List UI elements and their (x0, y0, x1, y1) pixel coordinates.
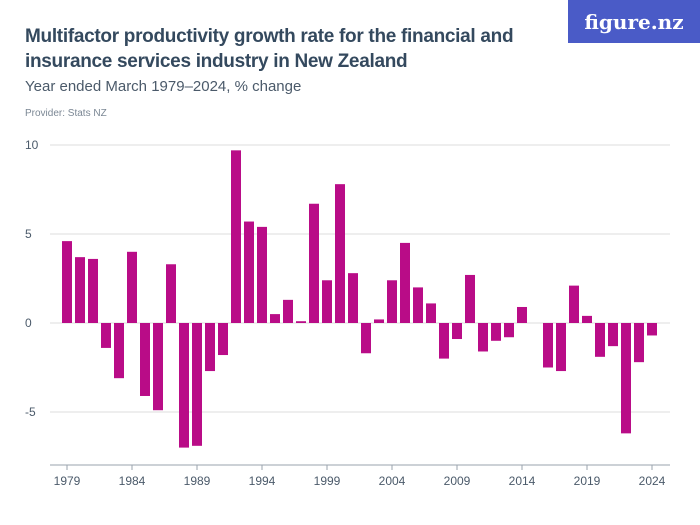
bar-1989 (192, 323, 202, 446)
bar-2020 (595, 323, 605, 357)
bar-2018 (569, 285, 579, 323)
bar-2019 (582, 315, 592, 323)
y-tick-label: -5 (25, 405, 36, 419)
provider-label: Provider: Stats NZ (25, 108, 107, 119)
bar-2024 (647, 323, 657, 336)
x-tick-label: 2014 (509, 474, 536, 488)
bar-1994 (257, 226, 267, 323)
bar-1987 (166, 264, 176, 323)
bar-2007 (426, 303, 436, 323)
bar-1998 (309, 203, 319, 323)
x-tick-label: 2004 (379, 474, 406, 488)
bar-1979 (62, 241, 72, 323)
bar-1980 (75, 257, 85, 323)
bar-1986 (153, 323, 163, 411)
bar-1990 (205, 323, 215, 372)
bar-2023 (634, 323, 644, 363)
x-tick-label: 1994 (249, 474, 276, 488)
x-tick-label: 1984 (119, 474, 146, 488)
bar-2014 (517, 306, 527, 323)
bar-2013 (504, 323, 514, 338)
bar-2008 (439, 323, 449, 359)
bar-2001 (348, 273, 358, 323)
bar-1984 (127, 251, 137, 323)
bar-2004 (387, 280, 397, 323)
bar-2006 (413, 287, 423, 323)
bar-2003 (374, 319, 384, 323)
bar-1993 (244, 221, 254, 323)
bar-2002 (361, 323, 371, 354)
bar-1982 (101, 323, 111, 348)
bar-2000 (335, 184, 345, 323)
bar-1983 (114, 323, 124, 379)
bar-1999 (322, 280, 332, 323)
bar-1995 (270, 314, 280, 323)
figure-nz-logo[interactable]: figure.nz (568, 0, 700, 43)
bar-2017 (556, 323, 566, 372)
x-tick-label: 2009 (444, 474, 471, 488)
bar-2011 (478, 323, 488, 352)
bar-2016 (543, 323, 553, 368)
y-tick-label: 10 (25, 138, 39, 152)
bar-2010 (465, 274, 475, 323)
x-tick-label: 2019 (574, 474, 601, 488)
bar-2012 (491, 323, 501, 341)
bar-2009 (452, 323, 462, 340)
x-tick-label: 2024 (639, 474, 666, 488)
bar-1988 (179, 323, 189, 448)
x-tick-label: 1979 (54, 474, 81, 488)
bar-1991 (218, 323, 228, 356)
bar-1992 (231, 150, 241, 323)
bar-2005 (400, 242, 410, 323)
x-tick-label: 1999 (314, 474, 341, 488)
bar-1996 (283, 299, 293, 323)
chart-title: Multifactor productivity growth rate for… (25, 26, 514, 72)
bar-1981 (88, 258, 98, 323)
bar-1985 (140, 323, 150, 396)
y-tick-label: 5 (25, 227, 32, 241)
chart-subtitle: Year ended March 1979–2024, % change (25, 78, 302, 95)
bar-1997 (296, 321, 306, 323)
x-tick-label: 1989 (184, 474, 211, 488)
bar-2022 (621, 323, 631, 434)
y-tick-label: 0 (25, 316, 32, 330)
bar-2021 (608, 323, 618, 347)
